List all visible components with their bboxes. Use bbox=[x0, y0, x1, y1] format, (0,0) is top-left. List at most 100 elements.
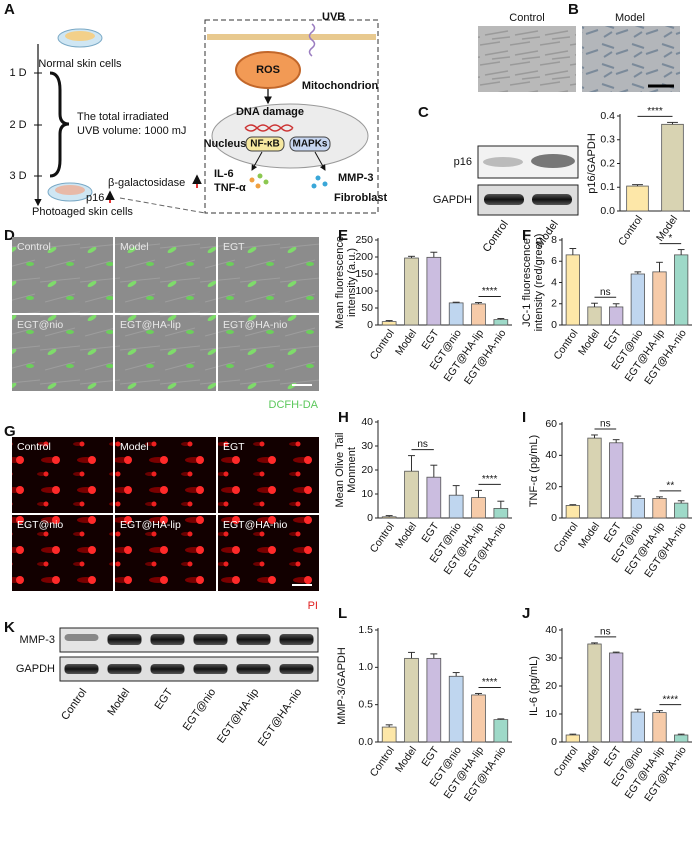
marker: p16 bbox=[86, 192, 104, 204]
y-tick-label: 0.5 bbox=[358, 698, 373, 710]
mito-label: Mitochondrion bbox=[302, 80, 379, 92]
day: 3 D bbox=[9, 170, 26, 182]
fibroblast: Fibroblast bbox=[334, 192, 388, 204]
bar bbox=[448, 494, 464, 519]
y-axis-label: TNF-α (pg/mL) bbox=[528, 435, 540, 507]
nucleus-shape bbox=[211, 103, 369, 169]
y-tick-label: 0.4 bbox=[600, 110, 615, 122]
bar bbox=[426, 657, 442, 743]
y-axis-label: JC-1 fluorescence bbox=[521, 238, 533, 327]
micrograph bbox=[218, 237, 319, 313]
y-tick-label: 0 bbox=[367, 319, 373, 331]
bar bbox=[609, 442, 624, 519]
band-label: GAPDH bbox=[433, 194, 472, 206]
y-axis-label: Monment bbox=[346, 447, 358, 493]
uvb: UVB bbox=[322, 11, 345, 23]
micrograph bbox=[12, 315, 113, 391]
cytokine: IL-6 bbox=[214, 168, 234, 180]
y-axis-label: p16/GAPDH bbox=[586, 133, 598, 194]
sig-label: **** bbox=[482, 677, 498, 688]
band bbox=[107, 664, 142, 674]
y-tick-label: 30 bbox=[361, 440, 373, 452]
panel-label: J bbox=[522, 605, 530, 622]
panel-label: C bbox=[418, 104, 429, 121]
group-label: Control bbox=[17, 441, 51, 453]
bar bbox=[609, 652, 624, 743]
micrograph bbox=[12, 437, 113, 513]
bar bbox=[652, 712, 667, 743]
y-tick-label: 10 bbox=[545, 708, 557, 720]
bar bbox=[493, 319, 509, 326]
x-tick-label: Model bbox=[576, 520, 602, 550]
panel-label: B bbox=[568, 1, 579, 18]
arrow bbox=[251, 151, 263, 171]
sig-label: **** bbox=[482, 474, 498, 485]
y-tick-label: 0.0 bbox=[358, 736, 373, 748]
y-axis-label: MMP-3/GAPDH bbox=[336, 647, 348, 725]
group-label: Model bbox=[120, 241, 149, 253]
bar bbox=[626, 185, 649, 212]
y-tick-label: 60 bbox=[545, 418, 557, 430]
mitochondrion bbox=[235, 51, 301, 89]
bar bbox=[565, 734, 580, 743]
band bbox=[193, 664, 228, 674]
y-tick-label: 30 bbox=[545, 652, 557, 664]
y-tick-label: 10 bbox=[361, 488, 373, 500]
lane-label: EGT bbox=[153, 686, 176, 712]
ros: ROS bbox=[256, 64, 280, 76]
y-tick-label: 40 bbox=[361, 416, 373, 428]
cells bbox=[55, 185, 85, 195]
band bbox=[531, 154, 575, 168]
nfkb: NF-κB bbox=[250, 139, 279, 150]
dot bbox=[322, 181, 328, 187]
y-tick-label: 4 bbox=[551, 276, 557, 288]
bar bbox=[404, 470, 419, 519]
sig-label: ns bbox=[600, 419, 611, 430]
bar bbox=[448, 302, 464, 326]
y-tick-label: 1.5 bbox=[358, 624, 373, 636]
bar bbox=[587, 306, 602, 326]
band-label: MMP-3 bbox=[20, 634, 55, 646]
membrane bbox=[207, 34, 376, 40]
cytokine: TNF-α bbox=[214, 182, 246, 194]
dot bbox=[263, 179, 269, 185]
band bbox=[532, 194, 572, 205]
micrograph bbox=[478, 26, 576, 92]
group: Model bbox=[615, 12, 645, 24]
panel-label: F bbox=[522, 227, 531, 244]
dot bbox=[315, 175, 321, 181]
sig-label: **** bbox=[647, 106, 663, 117]
mmp: MMP-3 bbox=[338, 172, 373, 184]
blot bbox=[59, 627, 319, 653]
band bbox=[484, 194, 524, 205]
x-tick-label: Model bbox=[393, 520, 419, 550]
group-label: EGT@HA-lip bbox=[120, 519, 181, 531]
group: Control bbox=[509, 12, 544, 24]
lane-label: EGT@HA-nio bbox=[256, 687, 304, 749]
stain: PI bbox=[308, 600, 318, 612]
band bbox=[236, 664, 271, 674]
lane-label: Control bbox=[481, 219, 511, 255]
x-tick-label: Control bbox=[368, 327, 397, 362]
y-axis-label: intensity (red/green) bbox=[533, 234, 545, 332]
x-tick-label: Control bbox=[368, 744, 397, 779]
group-label: EGT@HA-nio bbox=[223, 319, 287, 331]
group-label: EGT bbox=[223, 441, 245, 453]
y-tick-label: 0 bbox=[367, 512, 373, 524]
y-tick-label: 100 bbox=[355, 285, 373, 297]
dot bbox=[255, 183, 261, 189]
group-label: Model bbox=[120, 441, 149, 453]
y-tick-label: 2 bbox=[551, 298, 557, 310]
bar bbox=[674, 502, 689, 519]
dot bbox=[311, 183, 317, 189]
lane-label: Model bbox=[105, 687, 132, 718]
bar bbox=[674, 254, 689, 326]
y-tick-label: 50 bbox=[361, 302, 373, 314]
group-label: EGT@HA-lip bbox=[120, 319, 181, 331]
day: 1 D bbox=[9, 67, 26, 79]
micrograph bbox=[218, 315, 319, 391]
band bbox=[279, 664, 314, 674]
band bbox=[64, 664, 99, 674]
micrograph bbox=[218, 437, 319, 513]
